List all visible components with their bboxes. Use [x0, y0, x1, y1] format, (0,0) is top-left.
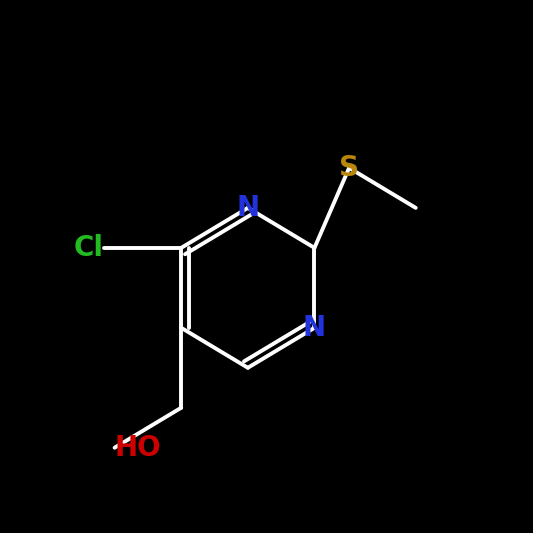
Text: S: S [339, 154, 359, 182]
Text: N: N [236, 194, 260, 222]
Text: HO: HO [115, 434, 161, 462]
Text: Cl: Cl [74, 234, 104, 262]
Text: N: N [303, 314, 326, 342]
